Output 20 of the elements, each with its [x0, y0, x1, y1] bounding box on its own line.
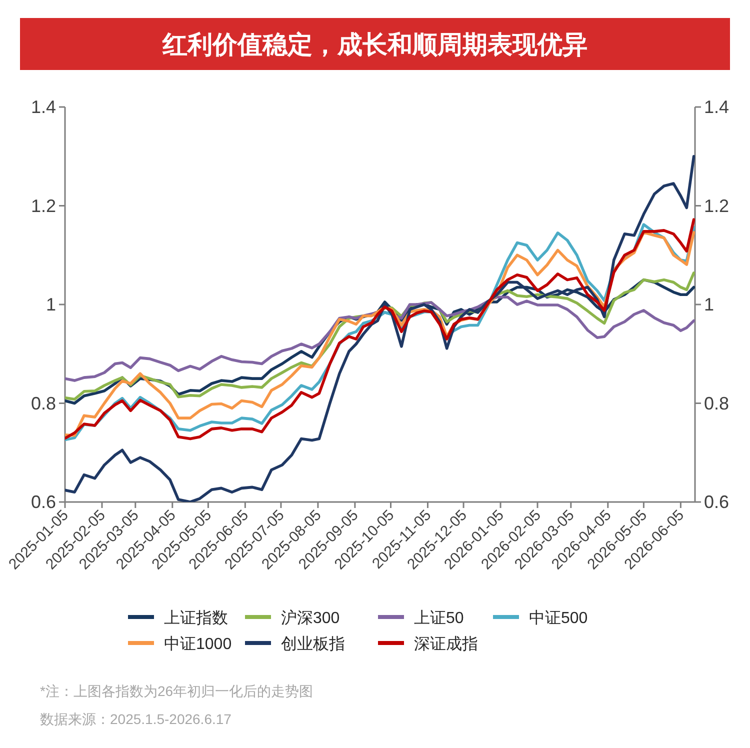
legend-label: 深证成指: [414, 635, 478, 653]
source-note: 数据来源：2025.1.5-2026.6.17: [40, 711, 232, 727]
y-tick-label: 0.8: [30, 393, 56, 414]
y2-tick-label: 1.4: [704, 97, 730, 117]
y2-tick-label: 0.8: [704, 393, 730, 414]
legend-label: 中证500: [529, 609, 588, 627]
text: *注：上图各指数为26年初归一化后的走势图: [40, 683, 314, 699]
y-tick-label: 1: [46, 294, 56, 314]
y-tick-label: 1.4: [30, 97, 56, 117]
legend-label: 沪深300: [281, 609, 340, 627]
legend-label: 中证1000: [164, 635, 232, 653]
legend-label: 上证指数: [164, 609, 228, 627]
y-tick-label: 0.6: [30, 492, 56, 512]
y2-tick-label: 0.6: [704, 492, 730, 512]
y2-tick-label: 1.2: [704, 196, 730, 216]
y2-tick-label: 1: [704, 294, 714, 314]
y-tick-label: 1.2: [30, 196, 56, 216]
legend-label: 上证50: [414, 609, 464, 627]
chart-title: 红利价值稳定，成长和顺周期表现优异: [162, 31, 588, 59]
legend-label: 创业板指: [281, 635, 345, 653]
